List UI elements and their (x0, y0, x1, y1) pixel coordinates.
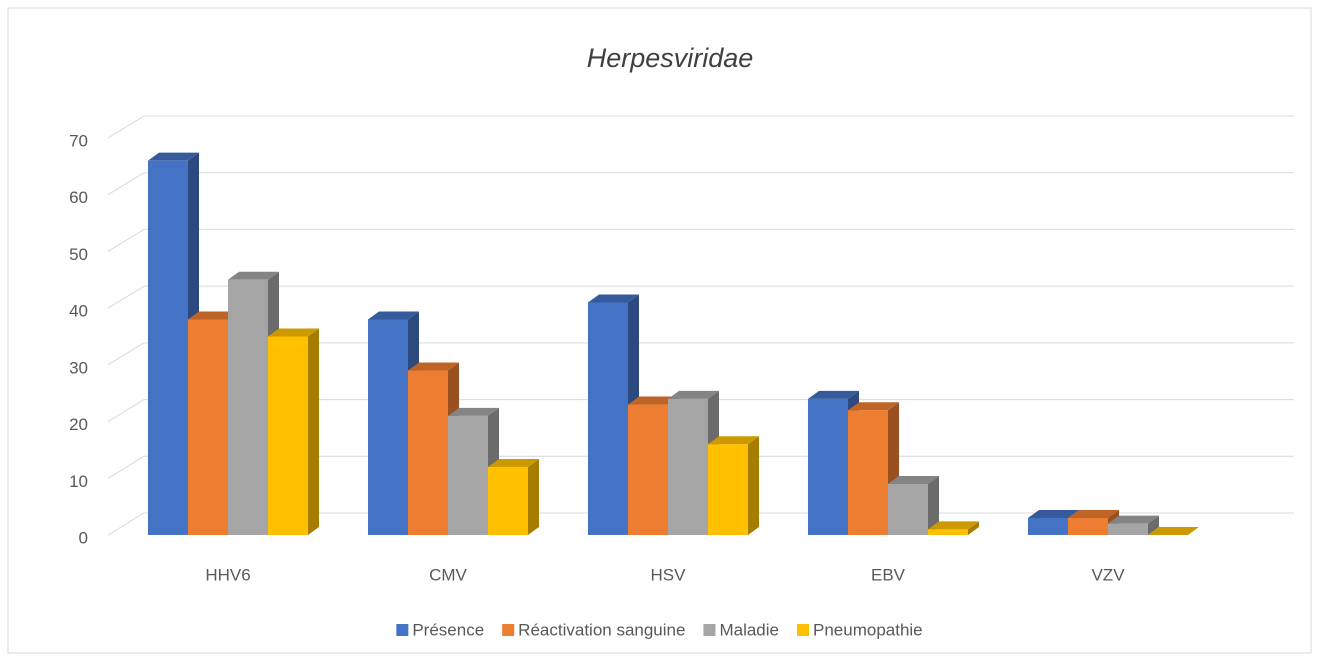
bar (488, 458, 539, 535)
grid-line (107, 228, 1294, 252)
bar (928, 521, 979, 535)
bar-side (968, 521, 979, 535)
y-tick-label: 40 (69, 302, 88, 321)
bar-front (228, 279, 268, 535)
legend-swatch (797, 624, 810, 636)
bar-side (928, 475, 939, 535)
legend-label: Pneumopathie (813, 620, 923, 639)
bar-top (408, 362, 459, 371)
bar-front (1068, 517, 1108, 535)
bar-top (668, 390, 719, 399)
legend-label: Présence (412, 620, 484, 639)
grid-line (107, 285, 1294, 309)
bar-top (1028, 509, 1079, 518)
legend-swatch (703, 624, 716, 636)
bar-front (188, 319, 228, 535)
grid-side (107, 285, 145, 309)
bar-top (628, 396, 679, 405)
bar-front (848, 410, 888, 535)
grid-side (107, 399, 145, 422)
bar-top (588, 294, 639, 303)
bar-front (888, 483, 928, 535)
grid-side (107, 342, 145, 366)
x-tick-label: EBV (871, 565, 906, 584)
bar-front (148, 160, 188, 535)
bar (1148, 527, 1199, 535)
bar-top (228, 271, 279, 280)
bar-top (708, 436, 759, 445)
grid-line (107, 115, 1294, 139)
bar-side (308, 328, 319, 535)
bar-top (1108, 515, 1159, 524)
bar-front (408, 370, 448, 535)
bar-front (588, 302, 628, 535)
bar-front (1108, 523, 1148, 535)
bar-front (1028, 517, 1068, 535)
chart-title: Herpesviridae (587, 43, 754, 73)
x-tick-label: CMV (429, 565, 467, 584)
legend-label: Réactivation sanguine (518, 620, 685, 639)
bar-front (448, 415, 488, 535)
y-tick-label: 30 (69, 358, 88, 377)
grid-line (107, 172, 1294, 196)
bar (888, 475, 939, 535)
grid-line (107, 342, 1294, 366)
bar-top (928, 521, 979, 530)
legend-label: Maladie (719, 620, 779, 639)
bar-top (888, 475, 939, 484)
grid-side (107, 172, 145, 196)
bar (708, 436, 759, 535)
grid-side (107, 115, 145, 139)
bar-front (808, 398, 848, 535)
bar-side (748, 436, 759, 535)
bar-front (928, 529, 968, 535)
bar-top (148, 152, 199, 161)
bar-top (448, 407, 499, 416)
grid-side (107, 512, 145, 536)
legend-swatch (502, 624, 515, 636)
bar-top (808, 390, 859, 399)
grid-side (107, 455, 145, 479)
bar-front (368, 319, 408, 535)
bar-top (268, 328, 319, 337)
bar-front (668, 398, 708, 535)
y-tick-label: 50 (69, 245, 88, 264)
bar-top (848, 402, 899, 411)
bar-top (188, 311, 239, 320)
bar (268, 328, 319, 535)
legend-swatch (396, 624, 409, 636)
y-tick-label: 10 (69, 472, 88, 491)
x-tick-label: HHV6 (205, 565, 250, 584)
y-tick-label: 0 (79, 528, 88, 547)
bar-side (1148, 515, 1159, 535)
bar-top (1068, 509, 1119, 518)
bar-top (368, 311, 419, 320)
bar (1108, 515, 1159, 535)
x-tick-label: VZV (1091, 565, 1125, 584)
bar-front (628, 404, 668, 535)
bar-front (488, 466, 528, 535)
y-tick-label: 60 (69, 188, 88, 207)
y-tick-label: 20 (69, 415, 88, 434)
bar-front (268, 336, 308, 535)
x-tick-label: HSV (651, 565, 687, 584)
bar-front (708, 444, 748, 535)
legend: Présence Réactivation sanguine Maladie Pneu… (396, 620, 923, 639)
y-tick-label: 70 (69, 131, 88, 150)
bar-side (528, 458, 539, 535)
bar-top (488, 458, 539, 467)
bar-top (1148, 527, 1199, 535)
grid-side (107, 229, 145, 252)
